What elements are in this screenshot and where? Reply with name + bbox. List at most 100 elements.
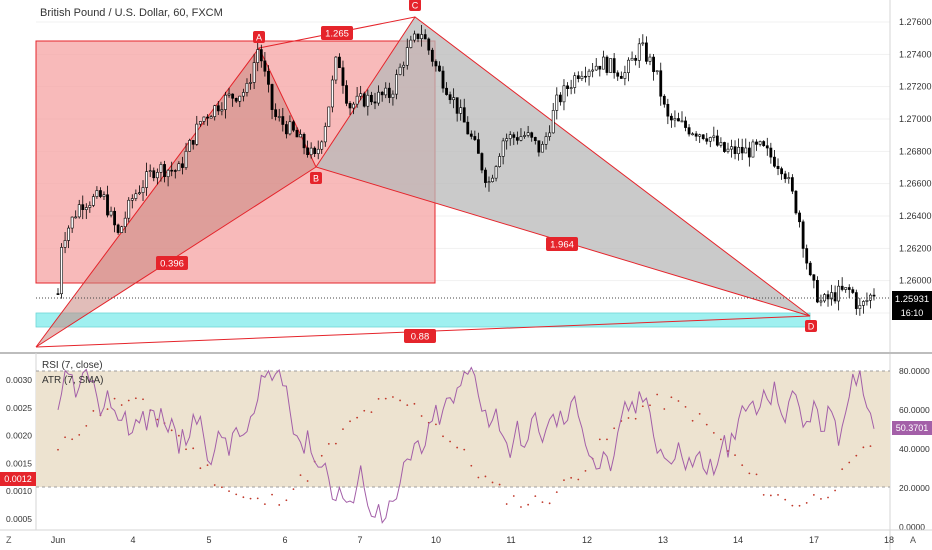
atr-point xyxy=(71,438,74,441)
corner-right-label[interactable]: A xyxy=(910,535,916,545)
time-tick-label: 17 xyxy=(809,535,819,545)
atr-point xyxy=(220,486,223,489)
atr-point xyxy=(384,397,387,400)
candle-body xyxy=(195,123,199,145)
candle-body xyxy=(267,70,270,85)
candle-body xyxy=(523,135,526,137)
corner-left-label[interactable]: Z xyxy=(6,535,12,545)
candle-body xyxy=(476,139,480,154)
atr-point xyxy=(242,496,245,499)
candle-body xyxy=(127,199,131,219)
candle-body xyxy=(459,107,463,114)
candle-body xyxy=(712,135,716,138)
atr-point xyxy=(120,404,123,406)
candle-body xyxy=(284,124,288,135)
time-tick-label: 18 xyxy=(884,535,894,545)
atr-point xyxy=(584,469,587,472)
atr-point xyxy=(491,481,494,484)
candle-body xyxy=(391,93,395,98)
price-tick-label: 1.26800 xyxy=(899,146,932,156)
candle-body xyxy=(413,33,416,41)
atr-point xyxy=(299,474,302,477)
atr-point xyxy=(271,493,273,496)
atr-point xyxy=(249,497,252,500)
atr-point xyxy=(691,419,694,422)
candle-body xyxy=(320,141,324,150)
atr-point xyxy=(435,423,437,426)
candle-body xyxy=(494,166,498,179)
candle-body xyxy=(623,72,627,79)
point-label-c: C xyxy=(412,1,419,11)
candle-body xyxy=(380,91,384,96)
atr-point xyxy=(769,494,772,497)
atr-point xyxy=(334,442,337,445)
time-tick-label: 11 xyxy=(506,535,515,545)
candle-body xyxy=(719,142,723,146)
indicator-axes[interactable]: 0.0030 0.0025 0.0020 0.0015 0.0010 0.0005 80.0… xyxy=(6,366,930,532)
prz-target-zone xyxy=(35,312,811,328)
rsi-legend[interactable]: RSI (7, close) xyxy=(42,360,103,371)
rsi-value-label: 50.3701 xyxy=(896,423,929,433)
candle-body xyxy=(694,133,698,137)
candle-body xyxy=(751,141,755,158)
atr-point xyxy=(641,405,644,408)
candle-body xyxy=(145,171,149,188)
atr-value-label: 0.0012 xyxy=(4,474,32,484)
candle-body xyxy=(138,192,141,195)
atr-point xyxy=(406,404,409,407)
atr-point xyxy=(663,408,666,410)
atr-point xyxy=(505,503,508,505)
atr-point xyxy=(263,503,266,506)
atr-point xyxy=(235,493,238,496)
candle-body xyxy=(669,115,673,121)
candle-body xyxy=(705,138,709,142)
candle-body xyxy=(515,137,519,141)
atr-point xyxy=(78,433,81,436)
candle-body xyxy=(338,56,341,68)
candle-body xyxy=(341,67,345,86)
atr-legend[interactable]: ATR (7, SMA) xyxy=(42,375,103,386)
candle-body xyxy=(501,140,505,157)
candle-body xyxy=(469,133,473,137)
candle-body xyxy=(530,132,534,138)
atr-point xyxy=(377,398,380,400)
candle-body xyxy=(819,300,823,303)
candle-body xyxy=(299,134,302,138)
pattern-labels: A B C D 1.265 0.396 1.964 0.88 xyxy=(156,0,817,343)
candle-body xyxy=(558,94,562,103)
candle-body xyxy=(462,107,466,123)
candle-body xyxy=(808,262,812,276)
atr-point xyxy=(285,499,288,502)
time-axis[interactable]: Jun 4 5 6 7 10 11 12 13 14 17 18 xyxy=(51,535,894,545)
rsi-tick-label: 0.0000 xyxy=(899,522,925,532)
candle-body xyxy=(744,147,748,154)
candle-body xyxy=(505,138,509,142)
time-tick-label: 13 xyxy=(658,535,668,545)
candle-body xyxy=(148,170,152,172)
atr-point xyxy=(613,427,616,430)
rsi-tick-label: 60.0000 xyxy=(899,405,930,415)
candle-body xyxy=(288,121,292,135)
candle-body xyxy=(637,43,641,61)
time-tick-label: 14 xyxy=(733,535,743,545)
price-tick-label: 1.26600 xyxy=(899,179,932,189)
atr-point xyxy=(420,415,423,417)
last-price-label: 1.25931 xyxy=(895,294,929,305)
atr-point xyxy=(456,446,459,449)
candle-body xyxy=(508,134,512,139)
candle-body xyxy=(259,49,263,62)
candle-body xyxy=(74,216,78,219)
atr-point xyxy=(634,417,637,420)
ratio-label: 1.964 xyxy=(550,240,574,251)
candle-body xyxy=(484,169,487,183)
candle-body xyxy=(198,121,202,125)
candle-body xyxy=(555,94,559,111)
candle-body xyxy=(256,49,260,63)
candle-body xyxy=(355,95,359,105)
atr-point xyxy=(92,410,95,412)
candle-body xyxy=(202,116,206,122)
atr-point xyxy=(741,464,744,467)
atr-point xyxy=(292,488,295,491)
harmonic-pattern[interactable] xyxy=(35,16,811,348)
